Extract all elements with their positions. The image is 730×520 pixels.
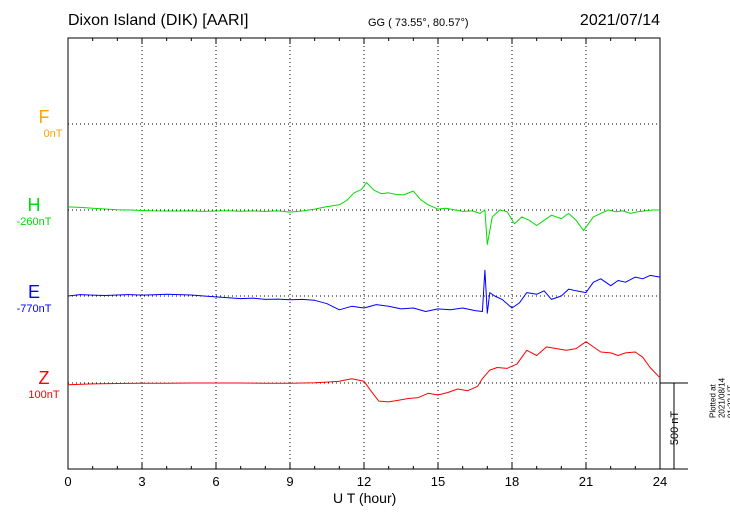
component-baseline: -260nT: [16, 216, 52, 228]
component-label-z: Z 100nT: [14, 369, 74, 401]
x-tick-label: 21: [578, 474, 594, 489]
x-tick-label: 12: [356, 474, 372, 489]
component-label-h: H -260nT: [4, 196, 64, 228]
component-name: H: [27, 195, 41, 215]
x-tick-label: 15: [430, 474, 446, 489]
x-tick-label: 3: [138, 474, 146, 489]
x-tick-label: 6: [212, 474, 220, 489]
plotted-timestamp: Plotted at 2021/08/14 01:32 UT: [708, 377, 730, 419]
data-traces: [67, 182, 661, 403]
component-name: F: [38, 107, 50, 127]
x-tick-label: 0: [64, 474, 72, 489]
component-label-e: E -770nT: [4, 283, 64, 315]
station-title: Dixon Island (DIK) [AARI]: [68, 12, 249, 29]
component-name: Z: [38, 368, 50, 388]
station-coordinates: GG ( 73.55°, 80.57°): [368, 17, 469, 29]
x-tick-label: 9: [286, 474, 294, 489]
trace-e: [67, 269, 661, 314]
component-baseline: 0nT: [43, 128, 63, 140]
plot-date: 2021/07/14: [579, 12, 660, 29]
scale-bar-label: 500 nT: [669, 410, 681, 446]
trace-h: [67, 182, 660, 245]
component-name: E: [27, 282, 40, 302]
axis-ticks: [67, 38, 661, 469]
component-baseline: -770nT: [16, 303, 52, 315]
component-baseline: 100nT: [28, 389, 60, 401]
component-label-f: F 0nT: [14, 108, 74, 140]
x-axis-label: U T (hour): [333, 490, 397, 506]
x-tick-label: 18: [504, 474, 520, 489]
trace-z: [67, 341, 661, 403]
x-tick-label: 24: [652, 474, 668, 489]
grid-lines: [68, 38, 660, 469]
scale-bar: [660, 382, 688, 470]
